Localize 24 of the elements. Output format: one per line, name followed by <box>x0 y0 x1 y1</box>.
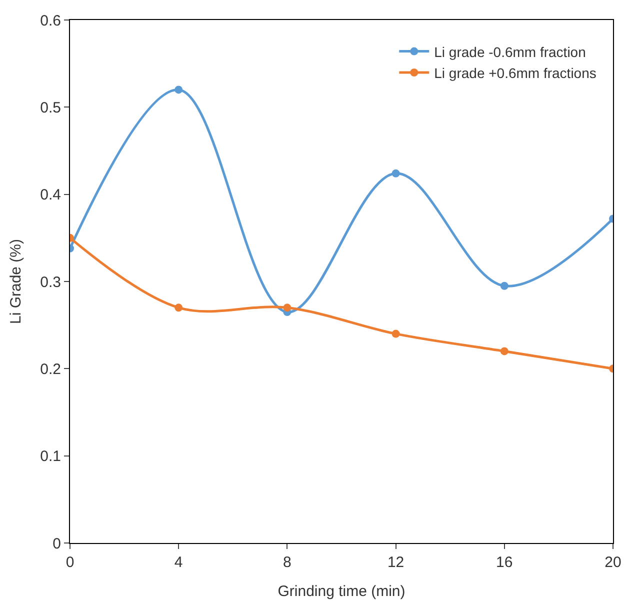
point <box>392 330 400 338</box>
x-tick-label: 20 <box>604 554 622 571</box>
y-tick-label: 0.6 <box>40 12 61 30</box>
x-tick-label: 0 <box>66 554 74 571</box>
point <box>500 282 508 290</box>
legend-label: Li grade -0.6mm fraction <box>434 44 586 60</box>
x-axis-title: Grinding time (min) <box>278 583 406 600</box>
point <box>392 169 400 178</box>
x-tick-label: 12 <box>387 554 404 571</box>
x-tick-label: 8 <box>283 554 292 571</box>
point <box>174 304 183 312</box>
point <box>500 347 508 356</box>
y-tick-label: 0.3 <box>40 274 61 291</box>
y-axis-title: Li Grade (%) <box>7 238 24 324</box>
x-tick-label: 16 <box>496 554 513 571</box>
y-tick-label: 0 <box>52 535 61 552</box>
y-tick-label: 0.1 <box>40 448 61 466</box>
y-tick-label: 0.4 <box>40 186 61 204</box>
legend-label: Li grade +0.6mm fractions <box>434 64 596 81</box>
y-tick-label: 0.2 <box>40 360 61 378</box>
y-tick-label: 0.5 <box>40 99 61 116</box>
x-tick-label: 4 <box>174 554 183 571</box>
point <box>174 86 183 94</box>
point <box>283 304 292 312</box>
